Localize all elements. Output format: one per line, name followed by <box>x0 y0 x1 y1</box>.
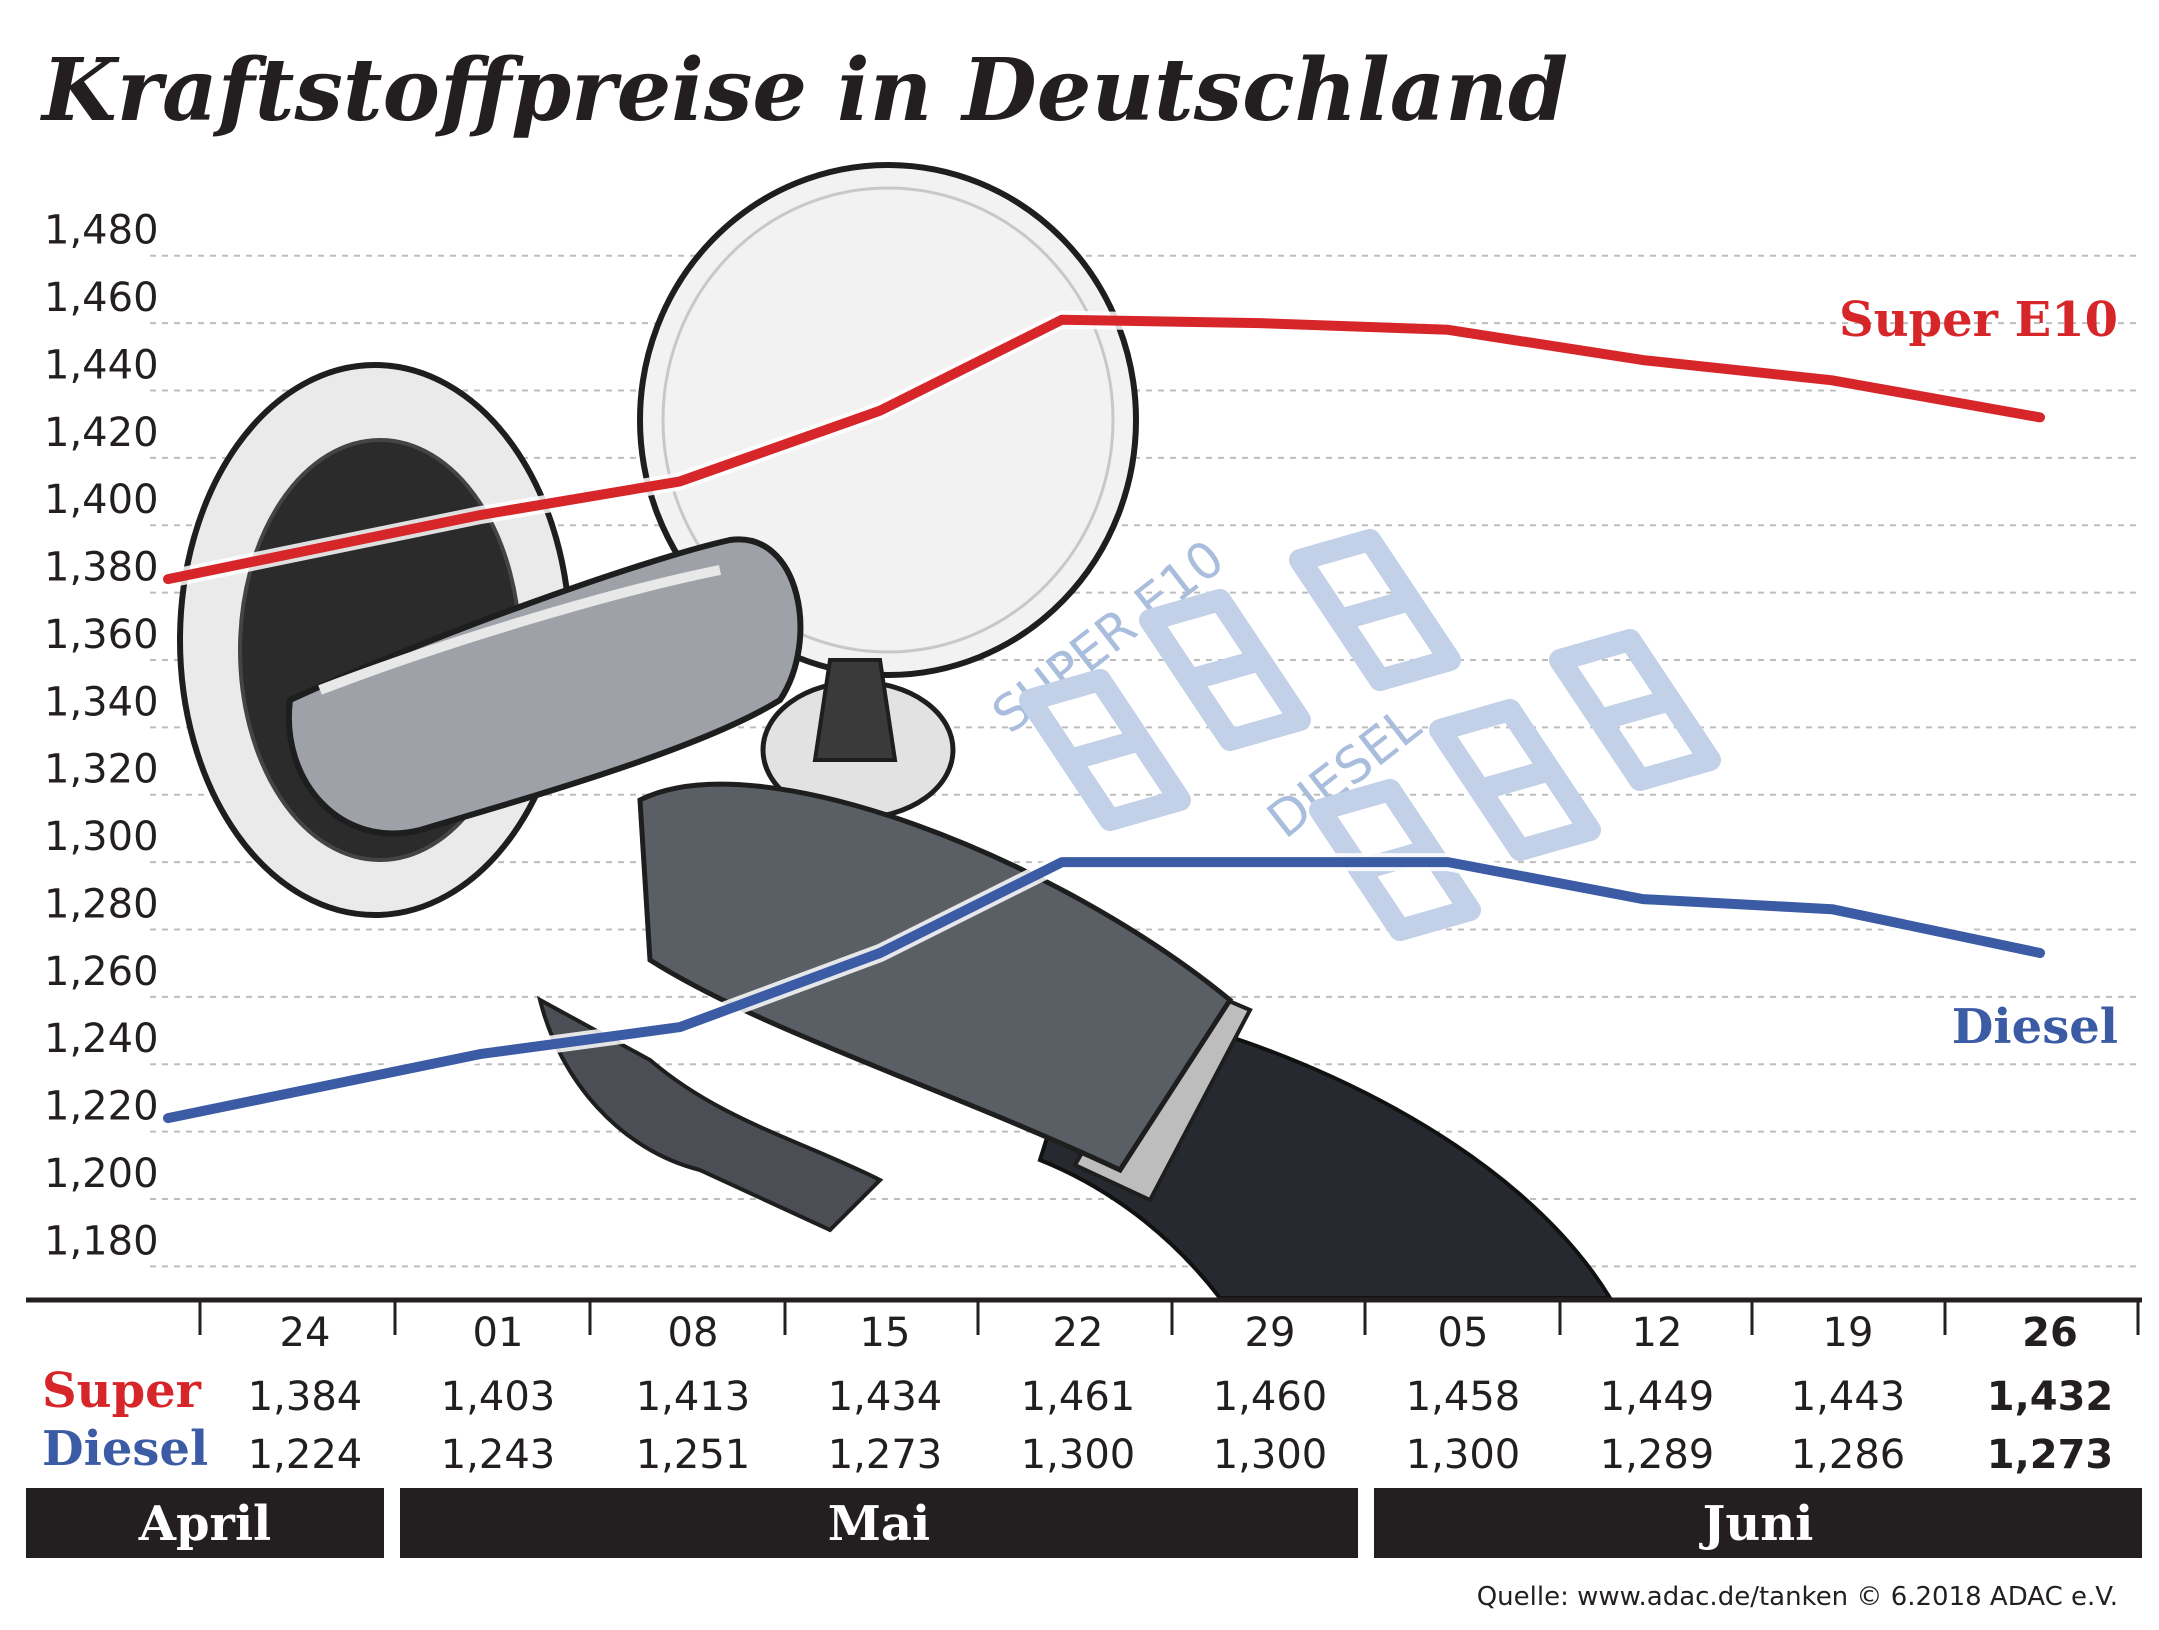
x-tick-label: 29 <box>1245 1310 1296 1356</box>
diesel-value: 1,273 <box>828 1432 943 1478</box>
x-tick-label: 26 <box>2022 1310 2078 1356</box>
month-label-april: April <box>138 1496 272 1552</box>
y-tick-label: 1,200 <box>44 1151 159 1197</box>
y-tick-label: 1,220 <box>44 1084 159 1130</box>
super-value: 1,413 <box>636 1374 751 1420</box>
series-line-super <box>163 314 2045 585</box>
y-tick-label: 1,240 <box>44 1016 159 1062</box>
diesel-value: 1,224 <box>248 1432 363 1478</box>
super-row-label: Super <box>42 1363 202 1419</box>
y-tick-label: 1,340 <box>44 679 159 725</box>
y-tick-label: 1,420 <box>44 410 159 456</box>
month-label-mai: Mai <box>828 1496 930 1552</box>
diesel-value: 1,251 <box>636 1432 751 1478</box>
month-label-juni: Juni <box>1699 1496 1814 1552</box>
y-tick-label: 1,400 <box>44 477 159 523</box>
super-value: 1,449 <box>1600 1374 1715 1420</box>
y-tick-label: 1,440 <box>44 342 159 388</box>
diesel-value: 1,286 <box>1791 1432 1906 1478</box>
diesel-value: 1,289 <box>1600 1432 1715 1478</box>
y-tick-label: 1,260 <box>44 949 159 995</box>
series-label-diesel: Diesel <box>1952 999 2118 1055</box>
y-tick-label: 1,460 <box>44 275 159 321</box>
diesel-row-label: Diesel <box>42 1421 208 1477</box>
y-tick-label: 1,180 <box>44 1218 159 1264</box>
diesel-value: 1,300 <box>1021 1432 1136 1478</box>
super-value: 1,461 <box>1021 1374 1136 1420</box>
x-axis-ticks <box>198 1300 2140 1335</box>
fuel-nozzle-icon <box>177 162 1614 1300</box>
chart-title: Kraftstoffpreise in Deutschland <box>39 40 1568 141</box>
source-note: Quelle: www.adac.de/tanken © 6.2018 ADAC… <box>1477 1582 2118 1612</box>
x-tick-label: 22 <box>1053 1310 1104 1356</box>
month-bar-april <box>26 1488 384 1558</box>
super-value: 1,443 <box>1791 1374 1906 1420</box>
series-lines <box>159 310 2049 1128</box>
x-tick-label: 12 <box>1632 1310 1683 1356</box>
y-tick-label: 1,480 <box>44 208 159 254</box>
diesel-value: 1,300 <box>1406 1432 1521 1478</box>
super-value: 1,434 <box>828 1374 943 1420</box>
super-value: 1,460 <box>1213 1374 1328 1420</box>
month-bar-mai <box>400 1488 1358 1558</box>
x-tick-label: 01 <box>473 1310 524 1356</box>
y-tick-label: 1,320 <box>44 747 159 793</box>
super-value: 1,432 <box>1987 1374 2114 1420</box>
x-tick-label: 19 <box>1823 1310 1874 1356</box>
y-tick-label: 1,380 <box>44 545 159 591</box>
series-line-diesel <box>163 857 2045 1124</box>
diesel-value: 1,243 <box>441 1432 556 1478</box>
x-tick-label: 05 <box>1438 1310 1489 1356</box>
date-labels: 24 01 08 15 22 29 05 12 19 26 <box>280 1310 2078 1356</box>
super-value: 1,403 <box>441 1374 556 1420</box>
y-tick-label: 1,300 <box>44 814 159 860</box>
y-tick-label: 1,280 <box>44 881 159 927</box>
diesel-value: 1,273 <box>1987 1432 2114 1478</box>
y-axis: 1,180 1,200 1,220 1,240 1,260 1,280 1,300 1,320… <box>44 208 159 1265</box>
super-value: 1,458 <box>1406 1374 1521 1420</box>
series-label-super: Super E10 <box>1839 292 2118 348</box>
month-bars: April Mai Juni <box>26 1488 2142 1558</box>
month-bar-juni <box>1374 1488 2142 1558</box>
x-tick-label: 15 <box>860 1310 911 1356</box>
x-tick-label: 24 <box>280 1310 331 1356</box>
value-table: 1,384 1,224 1,403 1,243 1,413 1,251 1,434 1,273… <box>248 1374 2114 1478</box>
super-value: 1,384 <box>248 1374 363 1420</box>
x-tick-label: 08 <box>668 1310 719 1356</box>
diesel-value: 1,300 <box>1213 1432 1328 1478</box>
y-tick-label: 1,360 <box>44 612 159 658</box>
